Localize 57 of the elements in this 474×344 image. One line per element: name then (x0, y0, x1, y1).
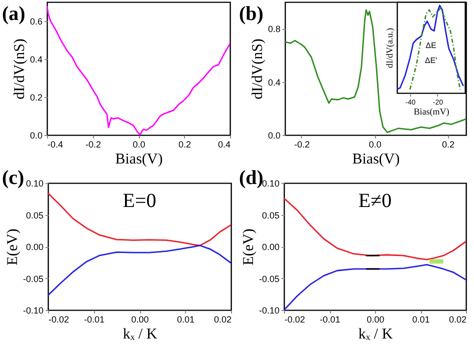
x-tick-label: 0.02 (448, 314, 466, 324)
x-tick-label: -0.01 (84, 314, 105, 324)
line-series (47, 5, 230, 135)
y-tick-label: 0.4 (268, 77, 280, 88)
x-tick-label: 0.2 (442, 140, 454, 150)
x-tick-label: 0.00 (131, 314, 149, 324)
line-series (285, 9, 466, 134)
x-axis-title: kₓ / K (358, 326, 393, 342)
line-series (48, 244, 231, 296)
x-tick-label: -0.02 (284, 314, 306, 324)
x-tick-label: 0.4 (218, 140, 230, 150)
y-tick-label: 0.4 (30, 54, 42, 64)
y-tick-label: -0.10 (22, 306, 44, 316)
x-tick-label: -0.02 (48, 314, 70, 324)
x-tick-label: -0.01 (320, 314, 340, 324)
x-tick-label: 0.00 (366, 314, 384, 324)
x-axis-title: kₓ / K (122, 326, 158, 342)
x-tick-label: 0.0 (368, 140, 382, 150)
annotation: ΔE' (424, 56, 438, 65)
y-tick-label: 0.0 (268, 130, 280, 140)
annotation: E=0 (122, 190, 156, 212)
x-tick-label: 0.2 (178, 140, 192, 150)
x-axis-title: Bias(V) (352, 152, 400, 168)
y-tick-label: 0.0 (30, 130, 42, 140)
annotation: E≠0 (358, 190, 392, 212)
y-tick-label: -0.05 (258, 274, 280, 284)
x-tick-label: -0.2 (294, 140, 310, 150)
x-tick-label: 0.0 (132, 140, 146, 150)
y-axis-title: E(eV) (240, 228, 257, 266)
line-series (48, 192, 231, 246)
x-tick-label: 0.01 (412, 314, 430, 324)
annotation: ΔE (426, 41, 436, 50)
y-tick-label: -0.05 (22, 274, 44, 284)
x-tick-label: -0.4 (48, 140, 64, 150)
y-axis-title: dI/dV(nS) (250, 38, 266, 100)
chart-title: (a) (2, 3, 26, 25)
chart-title: (b) (239, 3, 264, 25)
x-tick-label: 0.02 (214, 314, 232, 324)
y-axis-title: dI/dV(a.u.) (384, 28, 394, 68)
y-tick-label: 0.10 (262, 178, 280, 188)
x-axis-title: Bias(V) (115, 152, 163, 168)
y-tick-label: 0.6 (30, 16, 42, 26)
x-tick-label: 0.01 (176, 314, 195, 324)
line-series (284, 264, 466, 310)
chart-title: (d) (239, 167, 264, 189)
y-tick-label: 0.00 (262, 242, 280, 252)
y-tick-label: 0.00 (26, 242, 44, 252)
x-axis-title: Bias(mV) (414, 106, 450, 116)
y-axis-title: E(eV) (4, 228, 21, 266)
y-tick-label: 0.10 (26, 178, 44, 188)
y-tick-label: 0.8 (268, 24, 280, 34)
chart-title: (c) (2, 167, 24, 189)
y-axis-title: dI/dV(nS) (12, 38, 28, 100)
y-tick-label: -0.10 (258, 306, 280, 316)
y-tick-label: 0.05 (262, 210, 280, 220)
x-tick-label: -0.2 (85, 140, 102, 150)
y-tick-label: 0.05 (26, 210, 44, 220)
